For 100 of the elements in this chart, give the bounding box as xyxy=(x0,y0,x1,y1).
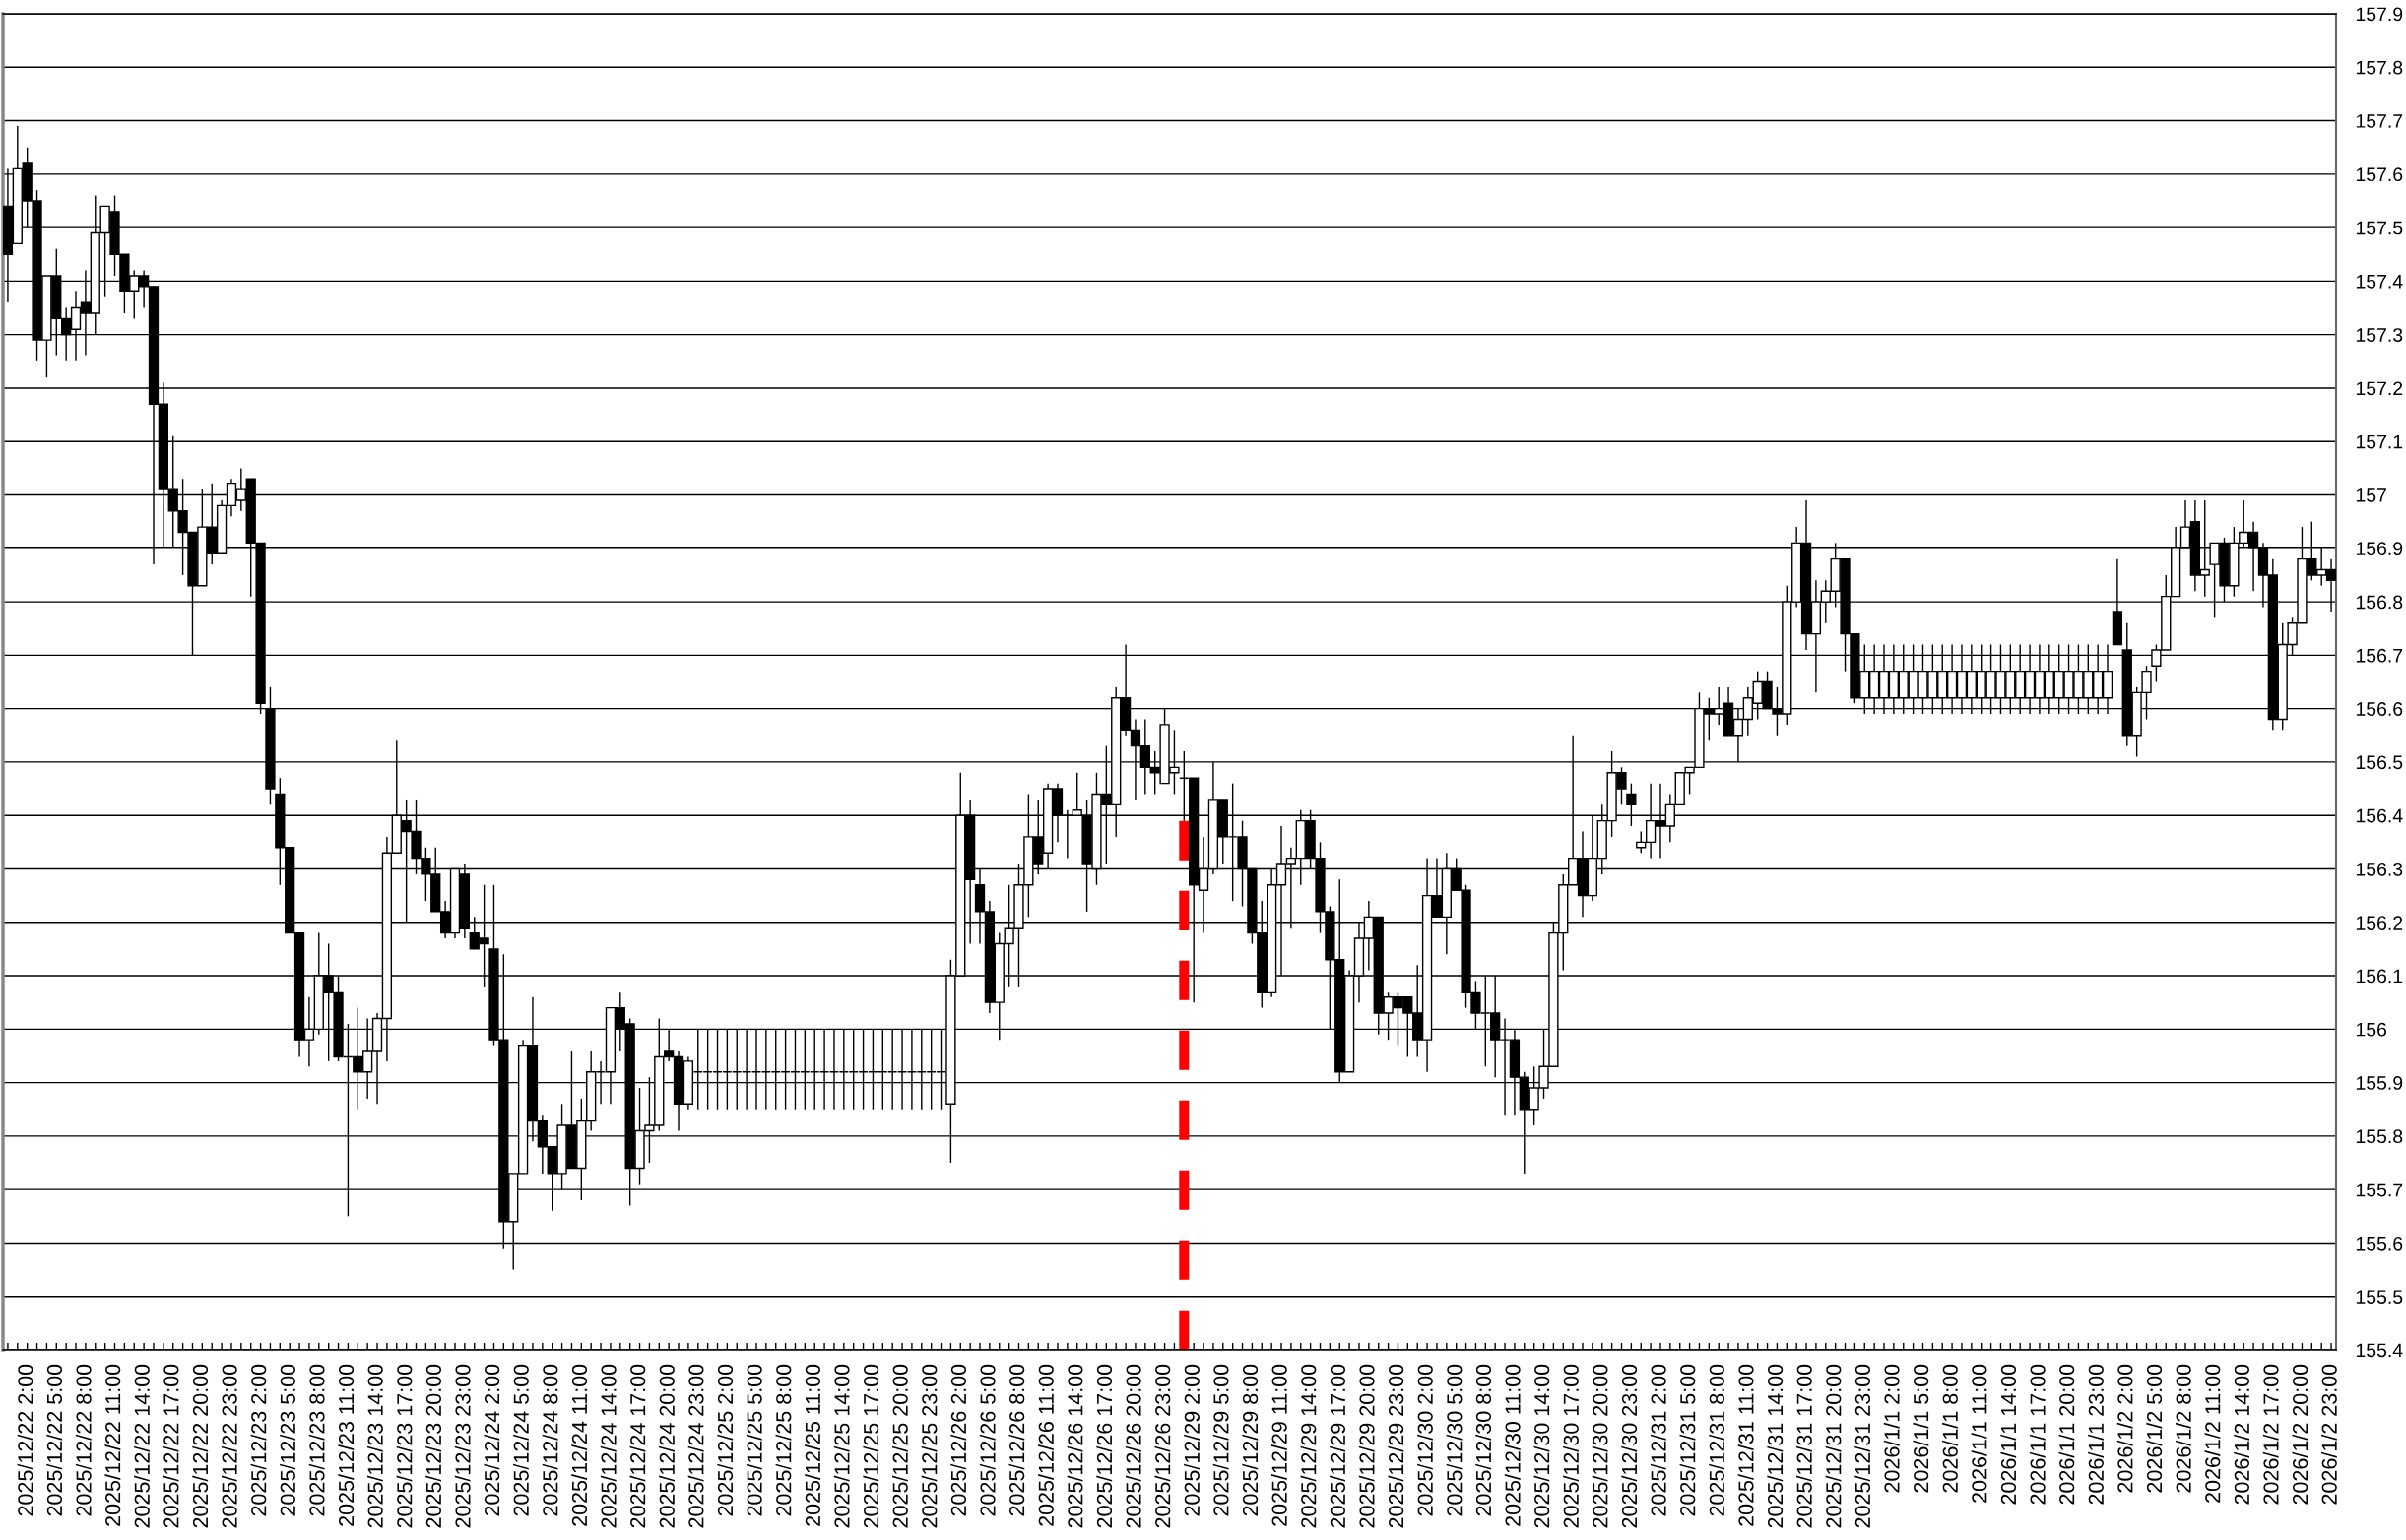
x-tick-label: 2025/12/23 17:00 xyxy=(396,1364,413,1528)
y-tick-label: 156.2 xyxy=(2356,916,2403,930)
x-tick-label: 2025/12/29 14:00 xyxy=(1300,1364,1317,1528)
y-tick-label: 157.8 xyxy=(2356,60,2403,75)
x-tick-label: 2025/12/26 5:00 xyxy=(979,1364,996,1516)
x-tick-label: 2025/12/24 23:00 xyxy=(687,1364,704,1528)
x-tick-label: 2025/12/24 8:00 xyxy=(542,1364,558,1516)
x-tick-label: 2025/12/26 8:00 xyxy=(1008,1364,1025,1516)
y-tick-label: 156.4 xyxy=(2356,808,2403,823)
x-tick-label: 2025/12/29 23:00 xyxy=(1388,1364,1404,1528)
x-tick-label: 2025/12/22 14:00 xyxy=(134,1364,150,1528)
x-tick-label: 2025/12/31 23:00 xyxy=(1854,1364,1871,1528)
x-tick-label: 2025/12/30 11:00 xyxy=(1504,1364,1521,1526)
x-tick-label: 2025/12/23 20:00 xyxy=(425,1364,442,1528)
y-tick-label: 156.9 xyxy=(2356,542,2403,556)
x-tick-label: 2025/12/30 17:00 xyxy=(1563,1364,1579,1528)
y-tick-label: 157.5 xyxy=(2356,221,2403,235)
x-tick-label: 2025/12/26 17:00 xyxy=(1096,1364,1113,1528)
x-tick-label: 2025/12/24 11:00 xyxy=(571,1364,588,1526)
x-tick-label: 2025/12/25 23:00 xyxy=(921,1364,938,1528)
y-tick-label: 156.1 xyxy=(2356,969,2403,984)
x-tick-label: 2025/12/29 17:00 xyxy=(1330,1364,1346,1528)
y-tick-label: 156 xyxy=(2356,1022,2387,1037)
x-tick-label: 2025/12/31 17:00 xyxy=(1796,1364,1812,1528)
x-tick-label: 2026/1/2 20:00 xyxy=(2292,1364,2308,1505)
x-tick-label: 2026/1/2 5:00 xyxy=(2146,1364,2163,1493)
x-tick-label: 2025/12/31 5:00 xyxy=(1679,1364,1696,1516)
x-tick-label: 2025/12/22 23:00 xyxy=(221,1364,237,1528)
x-tick-label: 2025/12/31 20:00 xyxy=(1825,1364,1842,1528)
y-tick-label: 156.5 xyxy=(2356,755,2403,770)
x-tick-label: 2026/1/2 14:00 xyxy=(2234,1364,2250,1505)
x-tick-label: 2025/12/30 14:00 xyxy=(1533,1364,1550,1528)
y-tick-label: 155.6 xyxy=(2356,1236,2403,1251)
x-tick-label: 2025/12/23 5:00 xyxy=(280,1364,295,1516)
x-tick-label: 2026/1/1 5:00 xyxy=(1913,1364,1929,1493)
x-tick-label: 2025/12/24 2:00 xyxy=(484,1364,500,1516)
x-tick-label: 2025/12/22 5:00 xyxy=(46,1364,63,1516)
y-tick-label: 155.5 xyxy=(2356,1290,2403,1304)
x-tick-label: 2026/1/2 8:00 xyxy=(2175,1364,2191,1493)
x-tick-label: 2025/12/24 20:00 xyxy=(659,1364,675,1528)
x-tick-label: 2025/12/22 11:00 xyxy=(104,1364,121,1526)
x-tick-label: 2025/12/23 23:00 xyxy=(454,1364,471,1528)
x-tick-label: 2025/12/25 5:00 xyxy=(746,1364,762,1516)
y-tick-label: 157 xyxy=(2356,488,2386,502)
x-tick-label: 2025/12/30 5:00 xyxy=(1446,1364,1463,1516)
x-tick-label: 2025/12/22 17:00 xyxy=(163,1364,179,1528)
x-tick-label: 2025/12/25 11:00 xyxy=(805,1364,820,1526)
x-tick-label: 2025/12/23 8:00 xyxy=(308,1364,325,1516)
x-tick-label: 2025/12/26 11:00 xyxy=(1038,1364,1054,1526)
x-tick-label: 2025/12/29 11:00 xyxy=(1270,1364,1287,1526)
x-tick-label: 2026/1/1 14:00 xyxy=(2000,1364,2017,1505)
x-tick-label: 2025/12/23 2:00 xyxy=(250,1364,267,1516)
y-tick-label: 157.6 xyxy=(2356,167,2403,182)
x-tick-label: 2025/12/29 8:00 xyxy=(1242,1364,1259,1516)
x-tick-label: 2025/12/26 14:00 xyxy=(1067,1364,1083,1528)
x-tick-label: 2025/12/29 20:00 xyxy=(1358,1364,1375,1528)
x-tick-label: 2025/12/30 23:00 xyxy=(1621,1364,1638,1528)
x-tick-label: 2025/12/25 8:00 xyxy=(775,1364,792,1516)
x-tick-label: 2026/1/1 17:00 xyxy=(2029,1364,2046,1505)
x-tick-label: 2026/1/2 23:00 xyxy=(2321,1364,2337,1505)
x-tick-label: 2026/1/1 20:00 xyxy=(2058,1364,2075,1505)
x-tick-label: 2025/12/24 5:00 xyxy=(513,1364,529,1516)
x-tick-label: 2025/12/25 17:00 xyxy=(863,1364,879,1528)
y-tick-label: 157.3 xyxy=(2356,328,2403,342)
y-tick-label: 157.4 xyxy=(2356,275,2403,289)
x-tick-label: 2025/12/22 8:00 xyxy=(75,1364,92,1516)
y-tick-label: 157.7 xyxy=(2356,114,2403,128)
y-tick-label: 155.7 xyxy=(2356,1183,2403,1197)
x-tick-label: 2025/12/24 14:00 xyxy=(600,1364,617,1528)
x-tick-label: 2026/1/1 2:00 xyxy=(1883,1364,1900,1493)
x-tick-label: 2025/12/25 14:00 xyxy=(833,1364,850,1528)
x-tick-label: 2025/12/25 20:00 xyxy=(892,1364,908,1528)
x-tick-label: 2025/12/23 14:00 xyxy=(366,1364,383,1528)
x-tick-label: 2025/12/30 2:00 xyxy=(1417,1364,1433,1516)
y-tick-label: 157.1 xyxy=(2356,434,2403,449)
x-tick-label: 2025/12/31 2:00 xyxy=(1650,1364,1666,1516)
y-tick-label: 156.8 xyxy=(2356,595,2403,610)
x-tick-label: 2025/12/31 11:00 xyxy=(1737,1364,1754,1526)
x-tick-label: 2026/1/2 17:00 xyxy=(2262,1364,2279,1505)
x-tick-label: 2025/12/22 20:00 xyxy=(192,1364,209,1528)
x-tick-label: 2025/12/31 14:00 xyxy=(1767,1364,1784,1528)
x-tick-label: 2026/1/1 23:00 xyxy=(2088,1364,2104,1505)
x-tick-label: 2025/12/29 2:00 xyxy=(1184,1364,1200,1516)
y-tick-label: 157.2 xyxy=(2356,381,2403,396)
x-tick-label: 2025/12/25 2:00 xyxy=(717,1364,734,1516)
x-tick-label: 2025/12/26 20:00 xyxy=(1125,1364,1141,1528)
y-tick-label: 155.4 xyxy=(2356,1343,2403,1358)
y-tick-label: 156.3 xyxy=(2356,862,2403,876)
x-tick-label: 2025/12/30 20:00 xyxy=(1592,1364,1608,1528)
x-tick-label: 2025/12/23 11:00 xyxy=(338,1364,355,1526)
y-tick-label: 157.9 xyxy=(2356,7,2403,22)
x-tick-label: 2025/12/29 5:00 xyxy=(1212,1364,1229,1516)
x-tick-label: 2026/1/1 11:00 xyxy=(1971,1364,1987,1503)
y-tick-label: 155.8 xyxy=(2356,1129,2403,1144)
x-tick-label: 2026/1/2 11:00 xyxy=(2204,1364,2221,1503)
x-tick-label: 2025/12/22 2:00 xyxy=(17,1364,33,1516)
y-tick-label: 156.6 xyxy=(2356,702,2403,716)
y-tick-label: 156.7 xyxy=(2356,648,2403,663)
x-tick-label: 2026/1/1 8:00 xyxy=(1942,1364,1958,1493)
x-tick-label: 2026/1/2 2:00 xyxy=(2116,1364,2133,1493)
